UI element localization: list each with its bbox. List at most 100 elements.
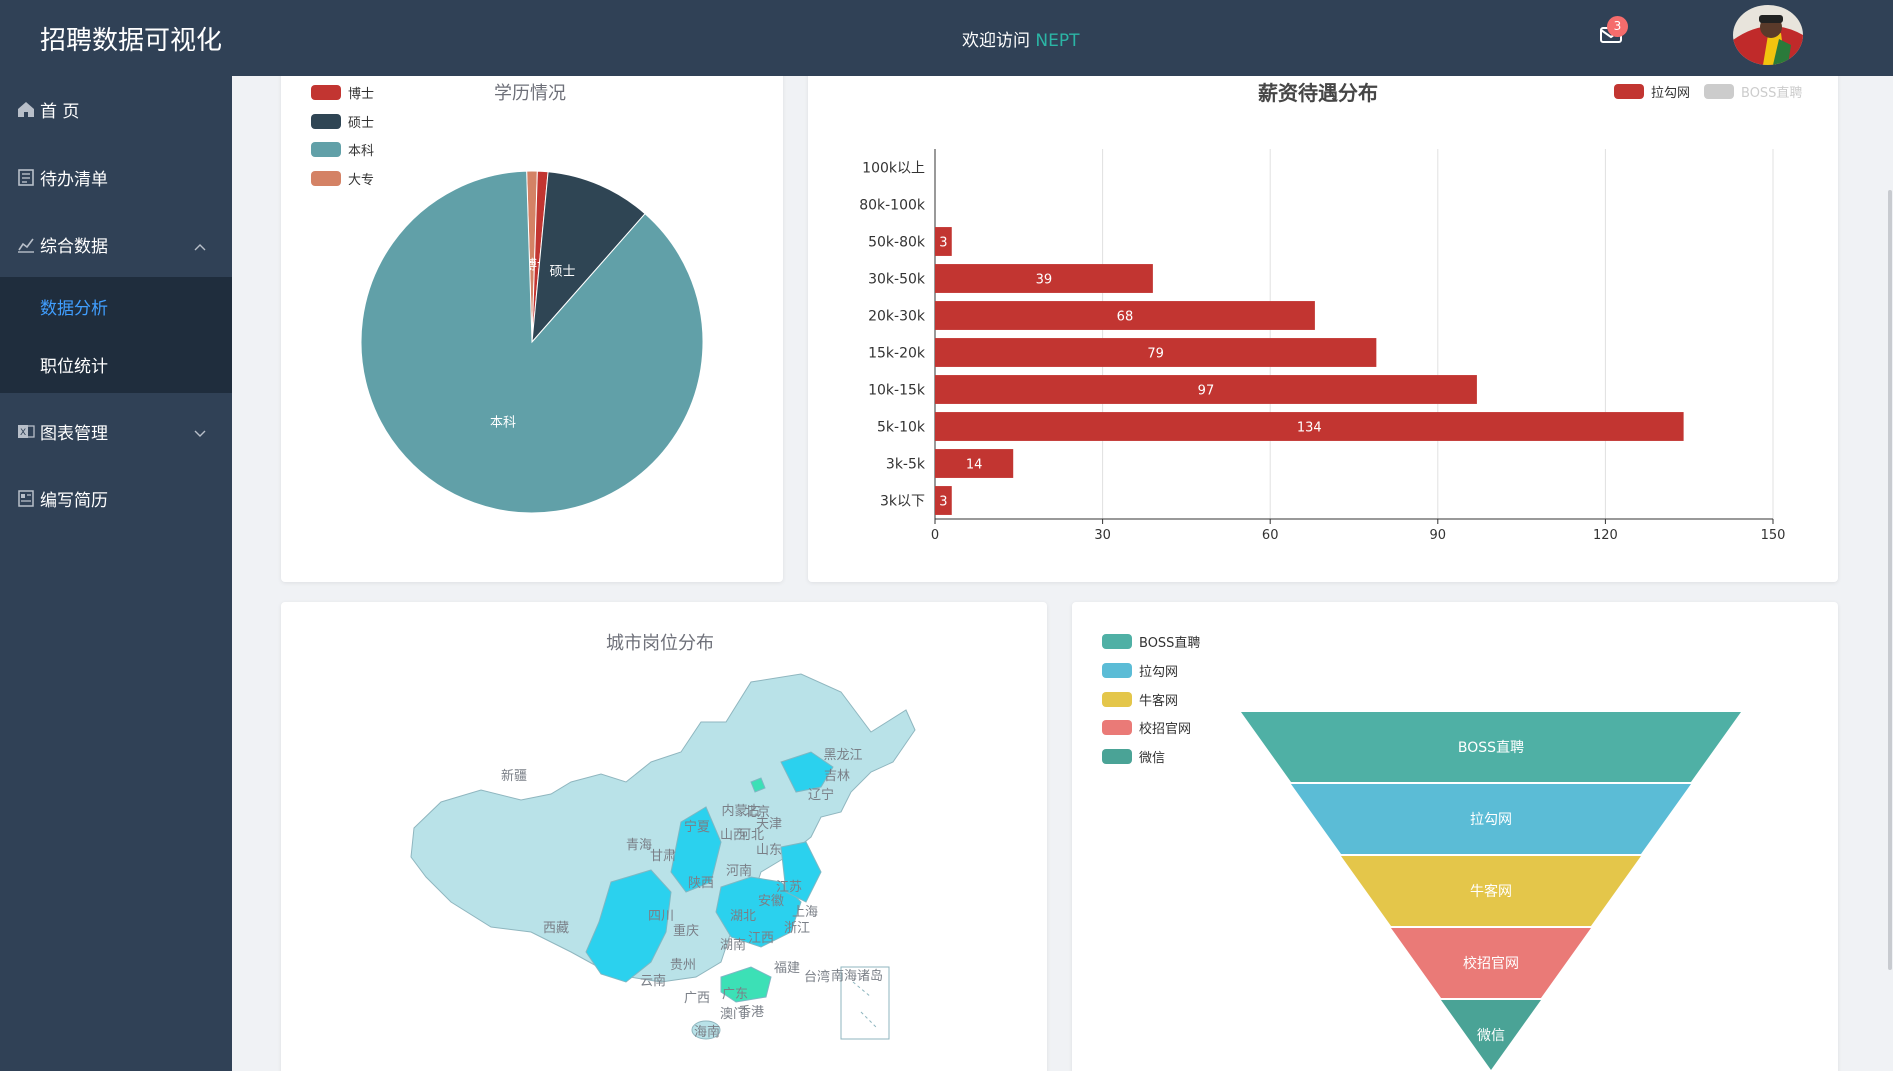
map-region-label: 吉林 [824,769,850,784]
funnel-segment[interactable] [1391,928,1591,998]
legend-label: BOSS直聘 [1139,636,1201,651]
map-region-label: 四川 [648,909,674,924]
legend-swatch [311,142,341,157]
map-region-label: 甘肃 [650,849,676,864]
sidebar: 首 页 待办清单 综合数据 数据分析 职位统计 X 图表管理 编写简 [0,76,232,1071]
sidebar-item-todo[interactable]: 待办清单 [0,147,232,207]
user-avatar[interactable] [1733,5,1803,65]
map-region-label: 内蒙古 [721,803,760,819]
legend-label: 微信 [1139,751,1166,766]
legend-label: 拉勾网 [1651,86,1691,101]
map-region-hainan [691,1020,721,1040]
funnel-segment[interactable] [1341,856,1641,926]
legend-label: 牛客网 [1139,694,1179,709]
legend-swatch [1704,84,1734,99]
welcome-text: 欢迎访问 [962,31,1030,51]
x-tick-label: 90 [1430,528,1447,543]
map-region-label: 浙江 [784,921,810,936]
bar[interactable] [935,449,1014,478]
bar[interactable] [935,338,1377,367]
pie-slice[interactable] [531,171,646,344]
legend-item[interactable]: 牛客网 [1102,690,1178,709]
map-region-label: 广东 [722,987,748,1002]
sidebar-subitem-label: 职位统计 [40,356,108,377]
funnel-segment-label: 微信 [1477,1028,1505,1044]
sidebar-item-home[interactable]: 首 页 [0,79,232,139]
funnel-segment-label: 拉勾网 [1470,812,1512,828]
map-region-label: 辽宁 [808,787,834,803]
map-region-guangdong [720,966,772,1003]
bar[interactable] [935,375,1477,404]
legend-item[interactable]: 拉勾网 [1102,661,1178,680]
welcome-brand: NEPT [1035,31,1080,51]
legend-label: 硕士 [348,116,375,131]
map-region-label: 贵州 [670,958,696,973]
sidebar-subitem-positions[interactable]: 职位统计 [0,335,232,393]
legend-swatch [1614,84,1644,99]
education-card: 学历情况 博士 硕士 本科 大专 大专 博士 硕士 本科 [281,62,783,582]
y-tick-label: 10k-15k [868,383,926,399]
bar[interactable] [935,301,1315,330]
map-region-label: 天津 [756,817,782,832]
map-region-label: 台湾 [804,969,830,985]
welcome-message: 欢迎访问 NEPT [962,26,1080,51]
legend-swatch [1102,720,1132,735]
bar[interactable] [935,412,1684,441]
legend-item[interactable]: 博士 [311,83,374,102]
sidebar-item-label: 待办清单 [40,169,108,190]
legend-label: 校招官网 [1139,722,1192,737]
page-scrollbar-thumb[interactable] [1888,190,1892,970]
map-region-label: 陕西 [688,876,714,891]
legend-swatch [1102,692,1132,707]
legend-item[interactable]: BOSS直聘 [1704,82,1802,101]
map-region-jiangsu-shanghai [780,841,822,903]
legend-item[interactable]: BOSS直聘 [1102,632,1200,651]
pie-slice[interactable] [360,170,704,514]
resume-icon [16,488,36,508]
sidebar-item-charts[interactable]: X 图表管理 [0,401,232,461]
svg-text:X: X [20,428,26,438]
app-title: 招聘数据可视化 [40,26,223,56]
map-region-label: 海南 [694,1024,720,1040]
bar[interactable] [935,264,1153,293]
x-tick-label: 0 [931,528,939,543]
map-region-label: 福建 [774,961,800,976]
funnel-segment[interactable] [1241,712,1741,782]
map-region-sichuan-yunnan [585,869,672,983]
legend-item[interactable]: 校招官网 [1102,718,1191,737]
legend-item[interactable]: 本科 [311,140,374,159]
legend-item[interactable]: 拉勾网 [1614,82,1690,101]
sidebar-item-resume[interactable]: 编写简历 [0,468,232,528]
map-region-label: 黑龙江 [823,748,862,763]
funnel-segment[interactable] [1441,1000,1541,1070]
legend-item[interactable]: 微信 [1102,747,1165,766]
x-tick-label: 30 [1094,528,1111,543]
bar-value-label: 134 [1297,421,1322,436]
bar[interactable] [935,227,952,256]
funnel-segment[interactable] [1291,784,1691,854]
map-region-label: 宁夏 [684,819,710,835]
map-region-shaanxi-gansu [670,806,722,893]
legend-item[interactable]: 大专 [311,169,374,188]
chevron-down-icon [194,423,206,443]
legend-label: 博士 [348,87,375,102]
y-tick-label: 3k-5k [886,457,926,473]
sidebar-item-label: 首 页 [40,101,80,122]
legend-label: 拉勾网 [1139,665,1179,680]
sidebar-subitem-analysis[interactable]: 数据分析 [0,277,232,335]
bar[interactable] [935,486,952,515]
top-header: 招聘数据可视化 欢迎访问 NEPT 3 [0,0,1893,76]
sidebar-item-label: 图表管理 [40,423,108,444]
x-tick-label: 120 [1593,528,1618,543]
legend-item[interactable]: 硕士 [311,112,374,131]
map-region-label: 云南 [640,973,666,989]
legend-swatch [1102,663,1132,678]
map-region-label: 重庆 [673,923,699,939]
funnel-card: BOSS直聘 拉勾网 牛客网 校招官网 微信 BOSS直聘 拉勾网 牛客网 校招官网微… [1072,602,1838,1071]
sidebar-item-data[interactable]: 综合数据 [0,214,232,274]
bar-value-label: 3 [939,495,947,510]
salary-bar-chart: 0 30 60 90 120 150 3k以下 3 3k-5k 14 5k-10k 134 10k-15… [859,149,1785,543]
map-region-label: 河北 [738,828,764,843]
